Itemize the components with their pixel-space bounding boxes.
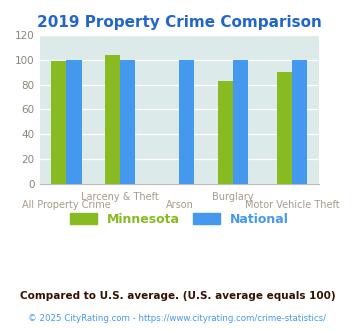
Bar — [66, 60, 82, 183]
Text: Burglary: Burglary — [212, 192, 254, 202]
Bar — [105, 55, 120, 183]
Bar — [51, 61, 66, 183]
Bar — [179, 60, 195, 183]
Bar — [120, 60, 135, 183]
Title: 2019 Property Crime Comparison: 2019 Property Crime Comparison — [37, 15, 322, 30]
Legend: Minnesota, National: Minnesota, National — [65, 208, 294, 231]
Text: All Property Crime: All Property Crime — [22, 200, 111, 210]
Bar — [292, 60, 307, 183]
Text: © 2025 CityRating.com - https://www.cityrating.com/crime-statistics/: © 2025 CityRating.com - https://www.city… — [28, 314, 327, 323]
Bar — [218, 81, 233, 183]
Text: Arson: Arson — [165, 200, 193, 210]
Bar — [233, 60, 248, 183]
Text: Larceny & Theft: Larceny & Theft — [81, 192, 159, 202]
Text: Compared to U.S. average. (U.S. average equals 100): Compared to U.S. average. (U.S. average … — [20, 291, 335, 301]
Text: Motor Vehicle Theft: Motor Vehicle Theft — [245, 200, 340, 210]
Bar — [277, 72, 292, 183]
